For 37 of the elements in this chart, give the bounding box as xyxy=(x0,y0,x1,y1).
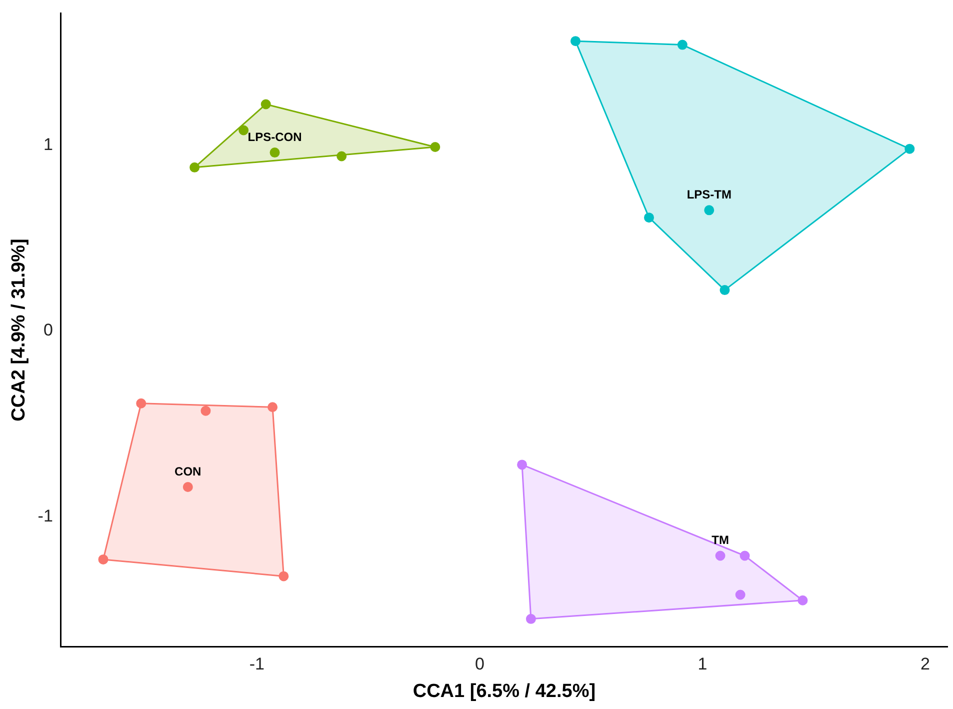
x-tick-label: 1 xyxy=(698,654,708,674)
point xyxy=(720,285,730,296)
series-label: LPS-CON xyxy=(248,130,302,144)
point xyxy=(270,148,280,158)
y-tick-label: 0 xyxy=(43,320,53,340)
point xyxy=(200,406,211,416)
x-tick-label: 2 xyxy=(920,654,930,674)
series-label: TM xyxy=(712,533,729,548)
point xyxy=(430,142,440,152)
point xyxy=(735,590,746,600)
x-tick-label: 0 xyxy=(474,654,484,674)
point xyxy=(704,205,714,216)
y-axis-title: CCA2 [4.9% / 31.9%] xyxy=(8,238,30,422)
point xyxy=(136,398,146,408)
x-axis-title: CCA1 [6.5% / 42.5%] xyxy=(412,680,596,702)
series-label: CON xyxy=(174,464,202,478)
point xyxy=(570,36,580,46)
point xyxy=(336,151,347,162)
x-tick-label: -1 xyxy=(249,654,265,674)
point xyxy=(644,212,654,223)
point xyxy=(182,482,193,492)
point xyxy=(904,144,915,154)
point xyxy=(98,554,108,564)
point xyxy=(268,402,278,412)
point xyxy=(517,460,528,470)
point xyxy=(260,99,271,110)
point xyxy=(740,550,750,561)
point xyxy=(798,595,808,606)
y-tick-label: 1 xyxy=(43,134,53,154)
point xyxy=(238,125,249,136)
series-label: LPS-TM xyxy=(686,187,732,202)
y-tick-label: -1 xyxy=(38,506,53,526)
point xyxy=(190,162,200,172)
point xyxy=(677,40,688,50)
point xyxy=(278,571,289,582)
point xyxy=(715,550,726,561)
point xyxy=(526,614,536,624)
